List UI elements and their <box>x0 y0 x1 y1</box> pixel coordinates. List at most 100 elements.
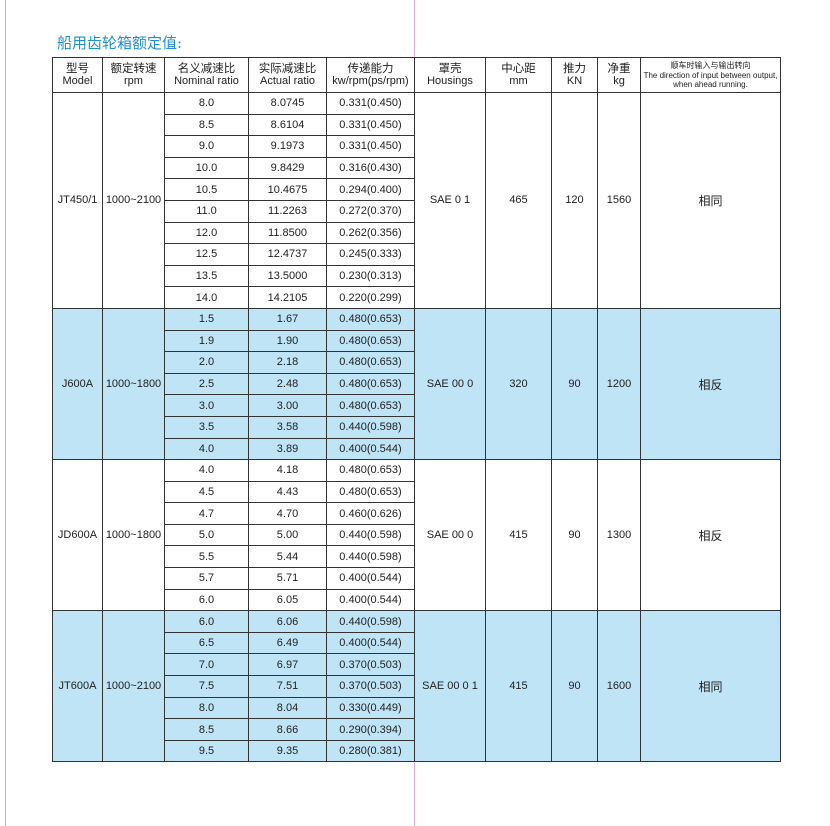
nominal-ratio: 8.5 <box>164 718 249 741</box>
nominal-ratio: 7.5 <box>164 675 249 698</box>
header-cell: 型号 Model <box>52 57 103 93</box>
table-row: 4.0 3.89 0.400(0.544) <box>53 437 781 461</box>
thrust-cell: 120 <box>551 92 598 309</box>
header-cn: 传递能力 <box>347 61 394 75</box>
header-cell: 实际减速比 Actual ratio <box>248 57 327 93</box>
thrust-cell: 90 <box>551 307 598 461</box>
table-row: 12.5 12.4737 0.245(0.333) <box>53 243 781 266</box>
model-cell: JT600A <box>52 610 103 763</box>
nominal-ratio: 4.0 <box>164 459 249 482</box>
capacity: 0.400(0.544) <box>326 567 415 590</box>
capacity: 0.400(0.544) <box>326 631 415 655</box>
actual-ratio: 11.2263 <box>248 199 327 223</box>
actual-ratio: 4.43 <box>248 480 327 504</box>
capacity: 0.400(0.544) <box>326 588 415 612</box>
table-row: 3.0 3.00 0.480(0.653) <box>53 394 781 417</box>
table-body: JT450/1 1000~2100 8.0 8.0745 0.331(0.450) SAE… <box>52 92 781 763</box>
nominal-ratio: 1.9 <box>164 329 249 353</box>
nominal-ratio: 9.5 <box>164 739 249 763</box>
actual-ratio: 3.58 <box>248 415 327 439</box>
table-row: 9.5 9.35 0.280(0.381) <box>53 739 781 763</box>
actual-ratio: 11.8500 <box>248 221 327 245</box>
table-row: 9.0 9.1973 0.331(0.450) <box>53 135 781 158</box>
actual-ratio: 4.18 <box>248 459 327 482</box>
table-row: 6.5 6.49 0.400(0.544) <box>53 631 781 655</box>
nominal-ratio: 9.0 <box>164 135 249 158</box>
capacity: 0.294(0.400) <box>326 178 415 201</box>
table-row: 7.5 7.51 0.370(0.503) <box>53 675 781 698</box>
capacity: 0.331(0.450) <box>326 135 415 158</box>
center-cell: 415 <box>485 610 552 763</box>
header-en: Actual ratio <box>259 75 316 87</box>
nominal-ratio: 2.0 <box>164 351 249 374</box>
housing-cell: SAE 00 0 <box>414 459 486 612</box>
actual-ratio: 14.2105 <box>248 286 327 309</box>
capacity: 0.370(0.503) <box>326 653 415 677</box>
table-row: JT450/1 1000~2100 8.0 8.0745 0.331(0.450) SAE… <box>52 92 781 309</box>
nominal-ratio: 3.0 <box>164 394 249 417</box>
capacity: 0.316(0.430) <box>326 156 415 180</box>
actual-ratio: 1.90 <box>248 329 327 353</box>
header-cn: 实际减速比 <box>258 61 317 75</box>
nominal-ratio: 12.5 <box>164 243 249 266</box>
capacity: 0.280(0.381) <box>326 739 415 763</box>
model-cell: J600A <box>52 307 103 461</box>
actual-ratio: 10.4675 <box>248 178 327 201</box>
header-en: kw/rpm(ps/rpm) <box>332 75 409 87</box>
header-cn: 额定转速 <box>110 61 157 75</box>
table-row: 8.0 8.04 0.330(0.449) <box>53 696 781 720</box>
table-row: 12.0 11.8500 0.262(0.356) <box>53 221 781 245</box>
header-en: mm <box>509 75 528 87</box>
nominal-ratio: 8.0 <box>164 696 249 720</box>
nominal-ratio: 5.5 <box>164 545 249 569</box>
capacity: 0.440(0.598) <box>326 415 415 439</box>
actual-ratio: 2.48 <box>248 372 327 396</box>
header-en: kg <box>613 75 625 87</box>
nominal-ratio: 6.5 <box>164 631 249 655</box>
nominal-ratio: 10.5 <box>164 178 249 201</box>
thrust-cell: 90 <box>551 459 598 612</box>
nominal-ratio: 4.5 <box>164 480 249 504</box>
header-en: Model <box>62 75 93 87</box>
capacity: 0.460(0.626) <box>326 502 415 525</box>
page-edge <box>5 0 6 826</box>
actual-ratio: 2.18 <box>248 351 327 374</box>
actual-ratio: 8.66 <box>248 718 327 741</box>
capacity: 0.331(0.450) <box>326 113 415 137</box>
table-row: 10.0 9.8429 0.316(0.430) <box>53 156 781 180</box>
weight-cell: 1300 <box>597 459 641 612</box>
direction-cell: 相同 <box>640 610 781 763</box>
table-row: J600A 1000~1800 1.5 1.67 0.480(0.653) SAE 00 … <box>52 307 781 461</box>
capacity: 0.440(0.598) <box>326 523 415 547</box>
nominal-ratio: 6.0 <box>164 588 249 612</box>
actual-ratio: 6.06 <box>248 610 327 633</box>
header-cn: 型号 <box>66 61 89 75</box>
rpm-cell: 1000~1800 <box>102 307 165 461</box>
actual-ratio: 4.70 <box>248 502 327 525</box>
direction-cell: 相反 <box>640 307 781 461</box>
header-cn: 净重 <box>607 61 631 75</box>
table-row: 11.0 11.2263 0.272(0.370) <box>53 199 781 223</box>
rpm-cell: 1000~2100 <box>102 92 165 309</box>
actual-ratio: 13.5000 <box>248 264 327 288</box>
capacity: 0.220(0.299) <box>326 286 415 309</box>
header-en: rpm <box>124 75 143 87</box>
thrust-cell: 90 <box>551 610 598 763</box>
capacity: 0.480(0.653) <box>326 372 415 396</box>
capacity: 0.330(0.449) <box>326 696 415 720</box>
weight-cell: 1200 <box>597 307 641 461</box>
actual-ratio: 1.67 <box>248 307 327 331</box>
actual-ratio: 5.00 <box>248 523 327 547</box>
direction-cell: 相反 <box>640 459 781 612</box>
nominal-ratio: 2.5 <box>164 372 249 396</box>
title: 船用齿轮箱额定值: <box>57 34 183 52</box>
weight-cell: 1560 <box>597 92 641 309</box>
actual-ratio: 8.0745 <box>248 92 327 115</box>
housing-cell: SAE 00 0 1 <box>414 610 486 763</box>
capacity: 0.440(0.598) <box>326 545 415 569</box>
capacity: 0.262(0.356) <box>326 221 415 245</box>
header-cell: 净重 kg <box>597 57 641 93</box>
table-row: 10.5 10.4675 0.294(0.400) <box>53 178 781 201</box>
actual-ratio: 9.8429 <box>248 156 327 180</box>
